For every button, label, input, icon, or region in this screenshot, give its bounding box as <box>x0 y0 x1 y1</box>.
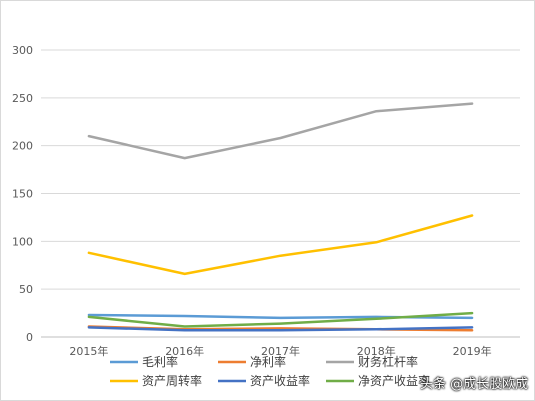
x-tick-label: 2018年 <box>357 344 396 358</box>
watermark-text: 头条 @成长股欧成 <box>420 377 529 392</box>
legend-label: 资产收益率 <box>250 373 310 388</box>
legend-label: 资产周转率 <box>142 373 202 388</box>
y-tick-label: 250 <box>12 92 33 105</box>
x-tick-label: 2017年 <box>261 344 300 358</box>
gridlines <box>41 49 520 338</box>
y-tick-label: 0 <box>26 331 33 344</box>
x-axis-ticks: 2015年 2016年 2017年 2018年 2019年 <box>69 344 491 358</box>
y-tick-label: 150 <box>12 188 33 201</box>
legend-label: 财务杠杆率 <box>358 354 418 369</box>
series-line-4 <box>87 326 474 332</box>
y-axis-ticks: 0 50 100 150 200 250 300 <box>12 44 33 344</box>
y-tick-label: 100 <box>12 235 33 248</box>
y-tick-label: 50 <box>19 283 33 296</box>
series-line-3 <box>87 214 474 276</box>
series-line-5 <box>87 311 474 328</box>
series-lines <box>87 102 474 332</box>
series-line-2 <box>87 102 474 160</box>
y-tick-label: 200 <box>12 140 33 153</box>
legend-label: 净利率 <box>250 354 286 369</box>
legend-label: 净资产收益率 <box>358 373 430 388</box>
x-tick-label: 2016年 <box>165 344 204 358</box>
y-tick-label: 300 <box>12 44 33 57</box>
legend-label: 毛利率 <box>142 354 178 369</box>
x-tick-label: 2015年 <box>69 344 108 358</box>
x-tick-label: 2019年 <box>453 344 492 358</box>
